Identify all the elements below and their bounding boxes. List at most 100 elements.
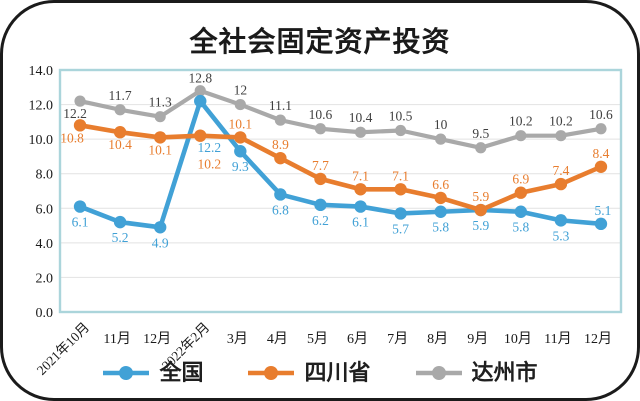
x-tick-label: 3月 [227,331,248,347]
series-marker-sichuan [474,203,487,217]
data-label-sichuan: 10.2 [197,157,221,172]
series-marker-dazhou [274,114,286,126]
plot-border [58,68,623,314]
series-marker-dazhou [314,123,327,135]
data-label-dazhou: 12.8 [188,71,212,86]
data-label-national: 6.1 [352,215,369,230]
series-marker-sichuan [394,183,407,196]
legend-label-national: 全国 [159,360,204,385]
series-marker-dazhou [74,95,86,107]
series-marker-national [274,188,287,201]
series-marker-national [194,94,207,108]
data-label-sichuan: 7.4 [552,163,569,178]
data-label-dazhou: 10.6 [589,107,613,122]
data-label-national: 9.3 [232,159,249,174]
series-marker-dazhou [595,123,607,135]
series-marker-national [554,214,568,227]
data-label-national: 5.1 [595,203,612,218]
data-label-national: 6.8 [272,202,289,217]
data-label-national: 5.2 [112,230,129,245]
data-label-sichuan: 7.1 [352,168,369,183]
y-tick-label: 2.0 [36,271,54,286]
data-label-sichuan: 10.4 [108,137,132,152]
data-label-sichuan: 8.4 [593,146,610,161]
data-label-dazhou: 10.4 [349,110,373,125]
series-marker-national [434,205,447,218]
series-marker-dazhou [154,111,166,123]
legend-item-dazhou: 达州市 [415,362,538,384]
x-tick-label: 11月 [103,331,130,347]
y-tick-label: 0.0 [36,306,54,321]
legend-line-marker-icon [415,366,462,380]
series-marker-dazhou [114,104,126,116]
series-marker-national [153,221,167,234]
series-marker-sichuan [514,186,528,199]
y-tick-label: 6.0 [36,202,54,217]
series-marker-sichuan [274,151,287,165]
x-tick-label: 4月 [267,331,288,347]
legend-line-marker-icon [103,366,150,380]
series-marker-national [514,205,528,218]
x-tick-label: 7月 [387,331,408,347]
series-line-national [77,98,604,230]
x-tick-label: 8月 [427,331,448,347]
data-label-sichuan: 5.9 [472,189,489,204]
series-marker-sichuan [594,160,608,173]
series-line-dazhou [77,88,604,150]
legend-label-sichuan: 四川省 [304,360,371,385]
series-marker-dazhou [234,98,246,111]
legend-item-national: 全国 [102,362,203,384]
series-marker-national [394,207,407,220]
data-label-dazhou: 11.3 [149,95,172,110]
series-marker-sichuan [314,172,327,186]
series-marker-dazhou [555,130,567,142]
x-tick-label: 6月 [347,331,368,347]
series-marker-dazhou [515,130,527,142]
data-label-dazhou: 10.2 [509,114,533,129]
series-marker-sichuan [554,177,568,191]
series-marker-sichuan [354,183,367,196]
y-tick-label: 14.0 [29,64,54,79]
data-label-dazhou: 11.1 [269,98,292,113]
y-tick-label: 8.0 [36,168,54,183]
series-marker-dazhou [475,142,487,154]
series-marker-sichuan [73,119,87,132]
data-label-national: 5.8 [512,220,529,235]
chart-title: 全社会固定资产投资 [189,26,451,57]
data-label-national: 5.7 [392,221,409,236]
series-line-sichuan [77,123,604,213]
data-label-dazhou: 10.6 [309,107,333,122]
data-label-sichuan: 8.9 [272,137,289,152]
x-tick-label: 10月 [504,331,532,347]
data-label-sichuan: 7.7 [312,158,329,173]
legend-item-sichuan: 四川省 [247,360,371,385]
y-tick-label: 4.0 [36,237,54,252]
data-label-national: 4.9 [152,235,169,250]
data-label-national: 12.2 [197,140,221,155]
x-tick-label: 12月 [584,331,612,347]
series-marker-dazhou [354,126,367,138]
series-marker-dazhou [435,133,447,145]
legend-line-marker-icon [248,366,295,380]
data-label-national: 6.2 [312,213,329,228]
data-label-dazhou: 12.2 [63,106,87,121]
data-label-dazhou: 11.7 [109,88,132,103]
data-label-dazhou: 10 [434,117,448,132]
data-label-sichuan: 6.6 [432,177,449,192]
series-marker-sichuan [234,131,247,144]
series-marker-national [354,200,367,213]
x-tick-label: 9月 [467,331,488,347]
series-marker-national [73,200,87,213]
data-label-national: 5.3 [552,228,569,243]
data-label-sichuan: 6.9 [512,172,529,187]
data-label-sichuan: 7.1 [392,168,409,183]
data-label-sichuan: 10.1 [229,116,253,131]
series-marker-national [314,198,327,212]
y-tick-label: 12.0 [29,99,54,114]
series-marker-sichuan [434,191,447,205]
data-label-national: 5.9 [472,218,489,233]
legend-label-dazhou: 达州市 [471,360,538,385]
data-label-dazhou: 10.5 [389,109,413,124]
